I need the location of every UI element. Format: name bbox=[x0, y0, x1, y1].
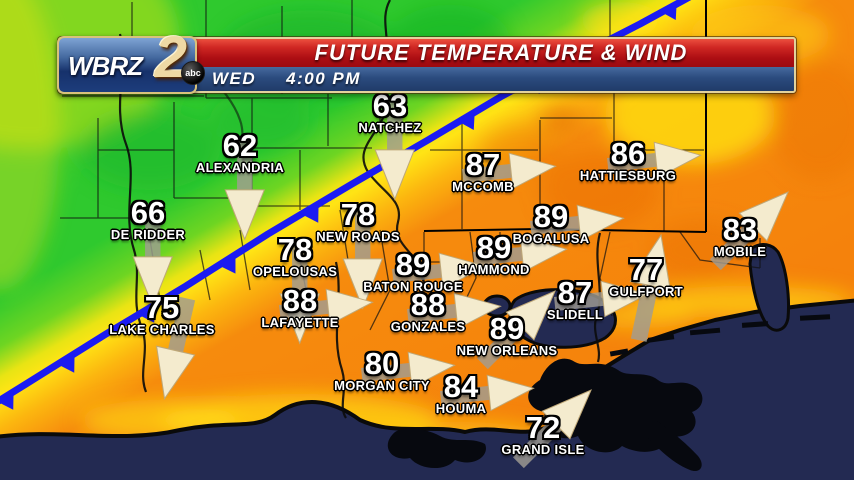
station-label: 62 ALEXANDRIA bbox=[196, 130, 284, 176]
station-label: 89 BOGALUSA bbox=[513, 201, 590, 247]
temperature-value: 87 bbox=[557, 275, 593, 311]
temperature-value: 83 bbox=[722, 212, 758, 248]
city-name: LAKE CHARLES bbox=[109, 322, 215, 338]
station-label: 88 GONZALES bbox=[391, 289, 466, 335]
city-name: ALEXANDRIA bbox=[195, 160, 285, 176]
station-label: 89 HAMMOND bbox=[458, 232, 529, 278]
city-name: MORGAN CITY bbox=[334, 378, 430, 394]
station-label: 87 MCCOMB bbox=[452, 149, 514, 195]
city-name: BOGALUSA bbox=[512, 231, 590, 247]
city-name: GONZALES bbox=[390, 319, 466, 335]
station-label: 63 NATCHEZ bbox=[358, 90, 421, 136]
city-name: GULFPORT bbox=[609, 284, 683, 300]
temperature-value: 89 bbox=[489, 311, 525, 347]
temperature-value: 84 bbox=[443, 369, 479, 405]
station-label: 78 NEW ROADS bbox=[316, 199, 400, 245]
temperature-value: 89 bbox=[533, 199, 569, 235]
station-label: 86 HATTIESBURG bbox=[580, 138, 676, 184]
temperature-value: 86 bbox=[610, 136, 646, 172]
temperature-value: 72 bbox=[525, 410, 561, 446]
city-name: NEW ROADS bbox=[316, 229, 400, 245]
city-name: OPELOUSAS bbox=[252, 264, 338, 280]
city-name: LAFAYETTE bbox=[261, 315, 339, 331]
temperature-value: 87 bbox=[465, 147, 501, 183]
forecast-time: 4:00 PM bbox=[286, 69, 361, 88]
temperature-value: 89 bbox=[395, 247, 431, 283]
temperature-value: 63 bbox=[372, 88, 408, 124]
temperature-value: 89 bbox=[476, 230, 512, 266]
temperature-value: 66 bbox=[130, 195, 166, 231]
temperature-value: 88 bbox=[410, 287, 446, 323]
city-name: DE RIDDER bbox=[110, 227, 186, 243]
page-title: FUTURE TEMPERATURE & WIND bbox=[314, 40, 688, 65]
station-label: 89 BATON ROUGE bbox=[363, 249, 463, 295]
wbrz-logo: WBRZ 2 abc bbox=[57, 29, 205, 94]
city-name: NEW ORLEANS bbox=[456, 343, 558, 359]
logo-call-letters: WBRZ bbox=[68, 51, 143, 81]
station-label: 83 MOBILE bbox=[714, 214, 766, 260]
temperature-value: 75 bbox=[144, 290, 180, 326]
city-name: MCCOMB bbox=[452, 179, 514, 195]
temperature-value: 78 bbox=[340, 197, 376, 233]
station-label: 87 SLIDELL bbox=[547, 277, 603, 323]
station-label: 89 NEW ORLEANS bbox=[457, 313, 558, 359]
city-name: GRAND ISLE bbox=[501, 442, 585, 458]
temperature-value: 78 bbox=[277, 232, 313, 268]
city-name: BATON ROUGE bbox=[363, 279, 463, 295]
temperature-value: 80 bbox=[364, 346, 400, 382]
temperature-value: 62 bbox=[222, 128, 258, 164]
city-name: HAMMOND bbox=[458, 262, 530, 278]
station-label: 72 GRAND ISLE bbox=[501, 412, 584, 458]
city-name: HOUMA bbox=[435, 401, 487, 417]
station-label: 77 GULFPORT bbox=[609, 254, 683, 300]
station-label: 66 DE RIDDER bbox=[111, 197, 185, 243]
station-label: 80 MORGAN CITY bbox=[334, 348, 430, 394]
station-label: 88 LAFAYETTE bbox=[261, 285, 338, 331]
temperature-value: 88 bbox=[282, 283, 318, 319]
city-name: HATTIESBURG bbox=[579, 168, 677, 184]
city-name: NATCHEZ bbox=[358, 120, 422, 136]
city-name: MOBILE bbox=[713, 244, 767, 260]
temperature-value: 77 bbox=[628, 252, 664, 288]
station-label: 75 LAKE CHARLES bbox=[109, 292, 214, 338]
city-name: SLIDELL bbox=[546, 307, 604, 323]
station-label: 78 OPELOUSAS bbox=[253, 234, 337, 280]
abc-network-icon: abc bbox=[181, 61, 205, 85]
forecast-day: WED bbox=[212, 69, 257, 88]
station-label: 84 HOUMA bbox=[436, 371, 487, 417]
